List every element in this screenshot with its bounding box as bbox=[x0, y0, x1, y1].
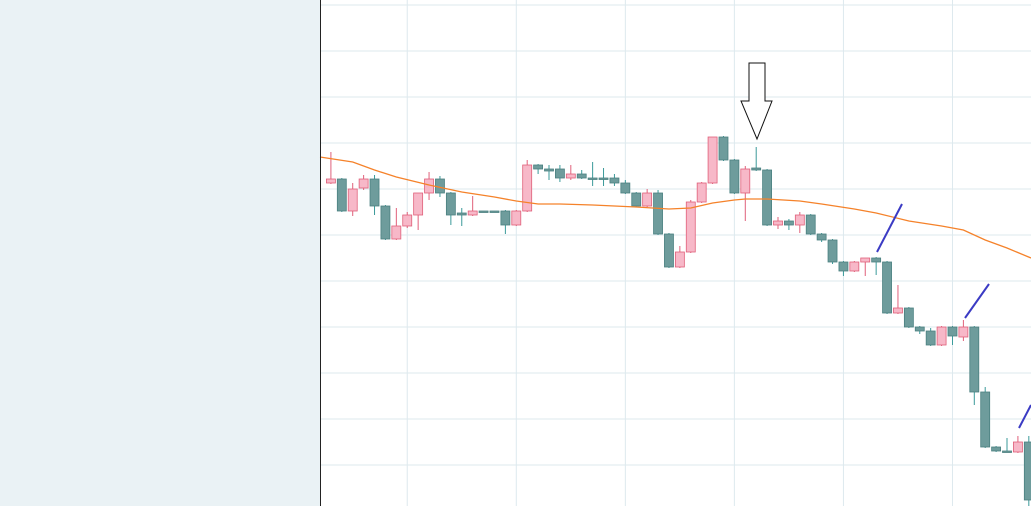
candle-body bbox=[707, 136, 718, 184]
candle-body bbox=[740, 168, 751, 194]
candle-body bbox=[980, 391, 991, 448]
candle-body bbox=[762, 169, 773, 226]
candle-body bbox=[642, 192, 653, 207]
candle-body bbox=[664, 233, 674, 268]
candle-body bbox=[969, 326, 980, 393]
plot bbox=[319, 136, 1031, 506]
candle-body bbox=[925, 330, 936, 346]
candle-body bbox=[609, 177, 620, 184]
candle-body bbox=[893, 307, 903, 314]
candle-body bbox=[445, 192, 456, 216]
candle-body bbox=[991, 446, 1002, 452]
candle-body bbox=[326, 178, 336, 184]
candle-body bbox=[936, 326, 947, 346]
candle-body bbox=[533, 164, 543, 170]
candle-body bbox=[380, 205, 391, 240]
trend-line bbox=[876, 203, 903, 253]
candle-body bbox=[565, 173, 576, 179]
candle-body bbox=[456, 212, 467, 216]
candle-body bbox=[631, 192, 642, 207]
candle-body bbox=[1013, 441, 1023, 453]
candle-body bbox=[489, 210, 500, 213]
candle-body bbox=[402, 214, 413, 227]
candle-body bbox=[620, 182, 631, 194]
candle-body bbox=[555, 168, 565, 179]
candle-body bbox=[369, 178, 380, 207]
trend-line bbox=[1018, 404, 1031, 429]
candle-body bbox=[544, 168, 554, 172]
candle-body bbox=[871, 257, 882, 263]
candle-body bbox=[903, 307, 914, 328]
candle-body bbox=[849, 261, 860, 272]
candle-body bbox=[805, 214, 816, 235]
candle-body bbox=[653, 192, 663, 235]
candle-body bbox=[587, 177, 598, 180]
candle-body bbox=[1023, 441, 1031, 501]
candle-body bbox=[358, 178, 369, 189]
candle-body bbox=[478, 210, 489, 213]
candle-body bbox=[838, 261, 849, 272]
candle-body bbox=[914, 326, 925, 332]
candle-body bbox=[696, 182, 707, 203]
candle-body bbox=[773, 220, 783, 226]
candle-body bbox=[467, 210, 478, 216]
candle-body bbox=[794, 214, 805, 226]
candle-body bbox=[598, 177, 609, 180]
candle-body bbox=[816, 233, 827, 241]
candle-body bbox=[784, 220, 794, 226]
candle-body bbox=[958, 326, 969, 338]
candle-body bbox=[391, 225, 402, 240]
candle-body bbox=[751, 167, 762, 171]
candle-body bbox=[1002, 450, 1012, 453]
candle-body bbox=[511, 210, 522, 226]
grid bbox=[320, 0, 1031, 506]
candle-body bbox=[882, 261, 892, 314]
candle-body bbox=[500, 210, 511, 226]
candle-body bbox=[413, 192, 424, 216]
side-panel bbox=[0, 0, 320, 506]
candle-body bbox=[718, 136, 729, 161]
candle-body bbox=[336, 178, 347, 212]
arrow-marker bbox=[740, 62, 773, 141]
candle-body bbox=[729, 159, 740, 194]
candle-body bbox=[685, 201, 696, 253]
moving-average-line bbox=[319, 156, 1031, 259]
candle-body bbox=[576, 173, 587, 179]
candle-body bbox=[860, 257, 871, 263]
trend-line bbox=[964, 283, 990, 319]
candle-body bbox=[947, 326, 958, 337]
candle-body bbox=[827, 239, 838, 263]
candle-body bbox=[522, 164, 533, 212]
candle-body bbox=[674, 251, 685, 268]
candle-body bbox=[347, 188, 358, 212]
